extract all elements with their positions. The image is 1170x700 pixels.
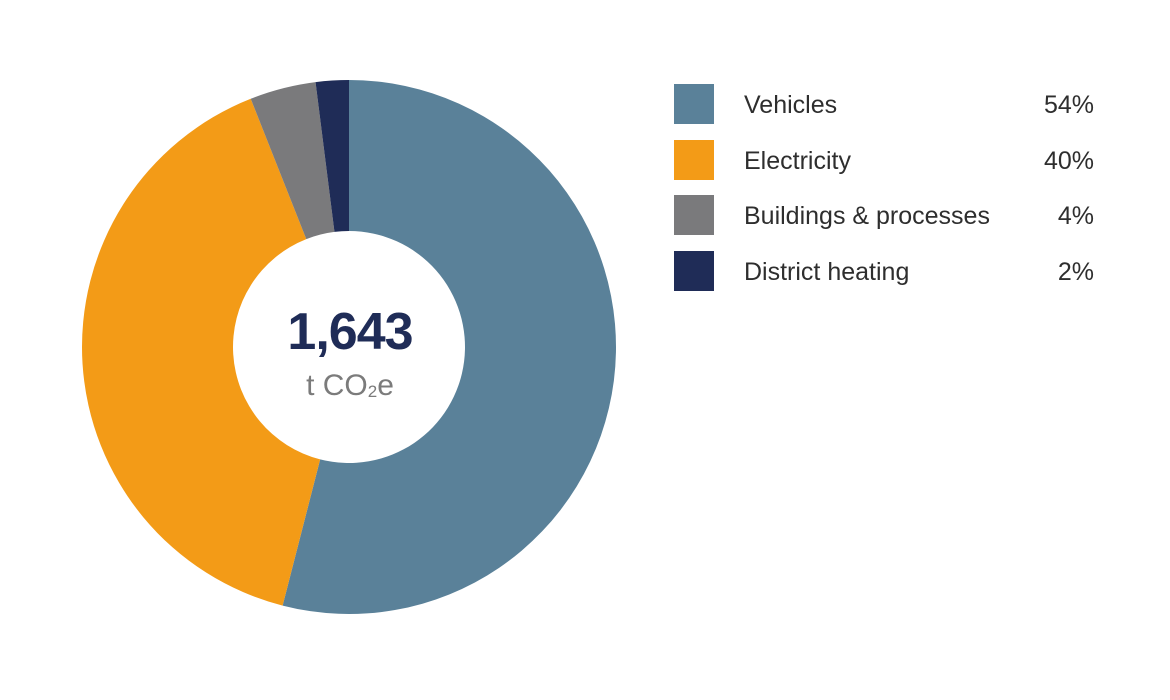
legend-label-vehicles: Vehicles [744,91,838,119]
slice-district-heating [315,80,349,232]
legend-item-buildings-processes: Buildings & processes 4% [674,195,1104,235]
slice-electricity [82,98,321,606]
legend-label-district-heating: District heating [744,257,910,286]
slice-vehicles [282,80,617,615]
legend-item-electricity: Electricity 40% [674,139,1104,180]
legend-item-vehicles: Vehicles 54% [674,84,1104,124]
legend-label-buildings-processes: Buildings & processes [744,202,990,230]
unit-subscript: 2 [367,382,378,401]
total-emissions-value: 1,643 [287,303,413,361]
donut-chart [82,80,617,615]
legend-item-district-heating: District heating 2% [674,250,1104,291]
legend-swatch-vehicles [674,84,714,124]
legend-value-district-heating: 2% [1057,257,1094,286]
legend: Vehicles 54% Electricity 40% Buildings &… [674,84,1104,306]
legend-value-electricity: 40% [1043,146,1094,175]
slice-buildings-processes [250,82,335,240]
unit-end: e [377,369,394,402]
legend-value-vehicles: 54% [1043,91,1094,119]
legend-swatch-buildings-processes [674,195,714,235]
legend-swatch-district-heating [674,250,714,291]
legend-value-buildings-processes: 4% [1057,202,1094,230]
total-emissions-unit: t CO2e [250,366,450,406]
legend-swatch-electricity [674,139,714,180]
legend-label-electricity: Electricity [744,146,851,175]
unit-main: t CO [306,369,368,402]
